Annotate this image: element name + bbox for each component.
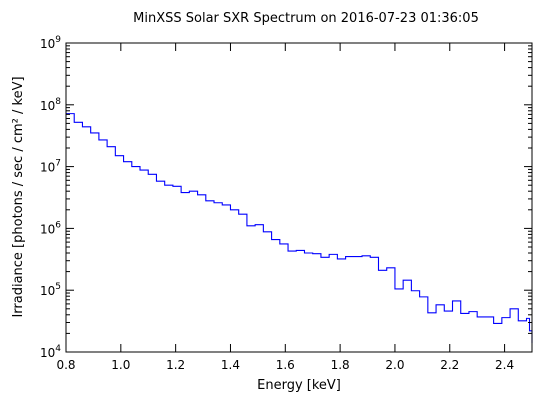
- y-tick-label: 106: [40, 220, 61, 236]
- axis-ticks: 0.8 1.0 1.2 1.4 1.6 1.8 2.0 2.2 2.41041051061071…: [40, 35, 532, 372]
- x-axis-label: Energy [keV]: [257, 378, 341, 393]
- y-tick-label: 107: [40, 159, 61, 175]
- y-tick-label: 105: [40, 282, 61, 298]
- chart-title: MinXSS Solar SXR Spectrum on 2016-07-23 …: [133, 11, 479, 26]
- x-tick-label: 1.6: [276, 358, 295, 372]
- x-tick-label: 1.4: [221, 358, 240, 372]
- x-tick-label: 1.0: [111, 358, 130, 372]
- y-tick-label: 109: [40, 35, 61, 51]
- x-tick-label: 0.8: [56, 358, 75, 372]
- plot-frame: [65, 42, 533, 353]
- y-axis-label: Irradiance [photons / sec / cm² / keV]: [11, 76, 26, 317]
- y-tick-label: 108: [40, 97, 61, 113]
- x-tick-label: 2.0: [385, 358, 404, 372]
- x-tick-label: 2.4: [495, 358, 514, 372]
- spectrum-series-line: [66, 113, 533, 343]
- x-tick-label: 1.2: [166, 358, 185, 372]
- plot-layer: [66, 113, 533, 343]
- x-tick-label: 1.8: [331, 358, 350, 372]
- x-tick-label: 2.2: [440, 358, 459, 372]
